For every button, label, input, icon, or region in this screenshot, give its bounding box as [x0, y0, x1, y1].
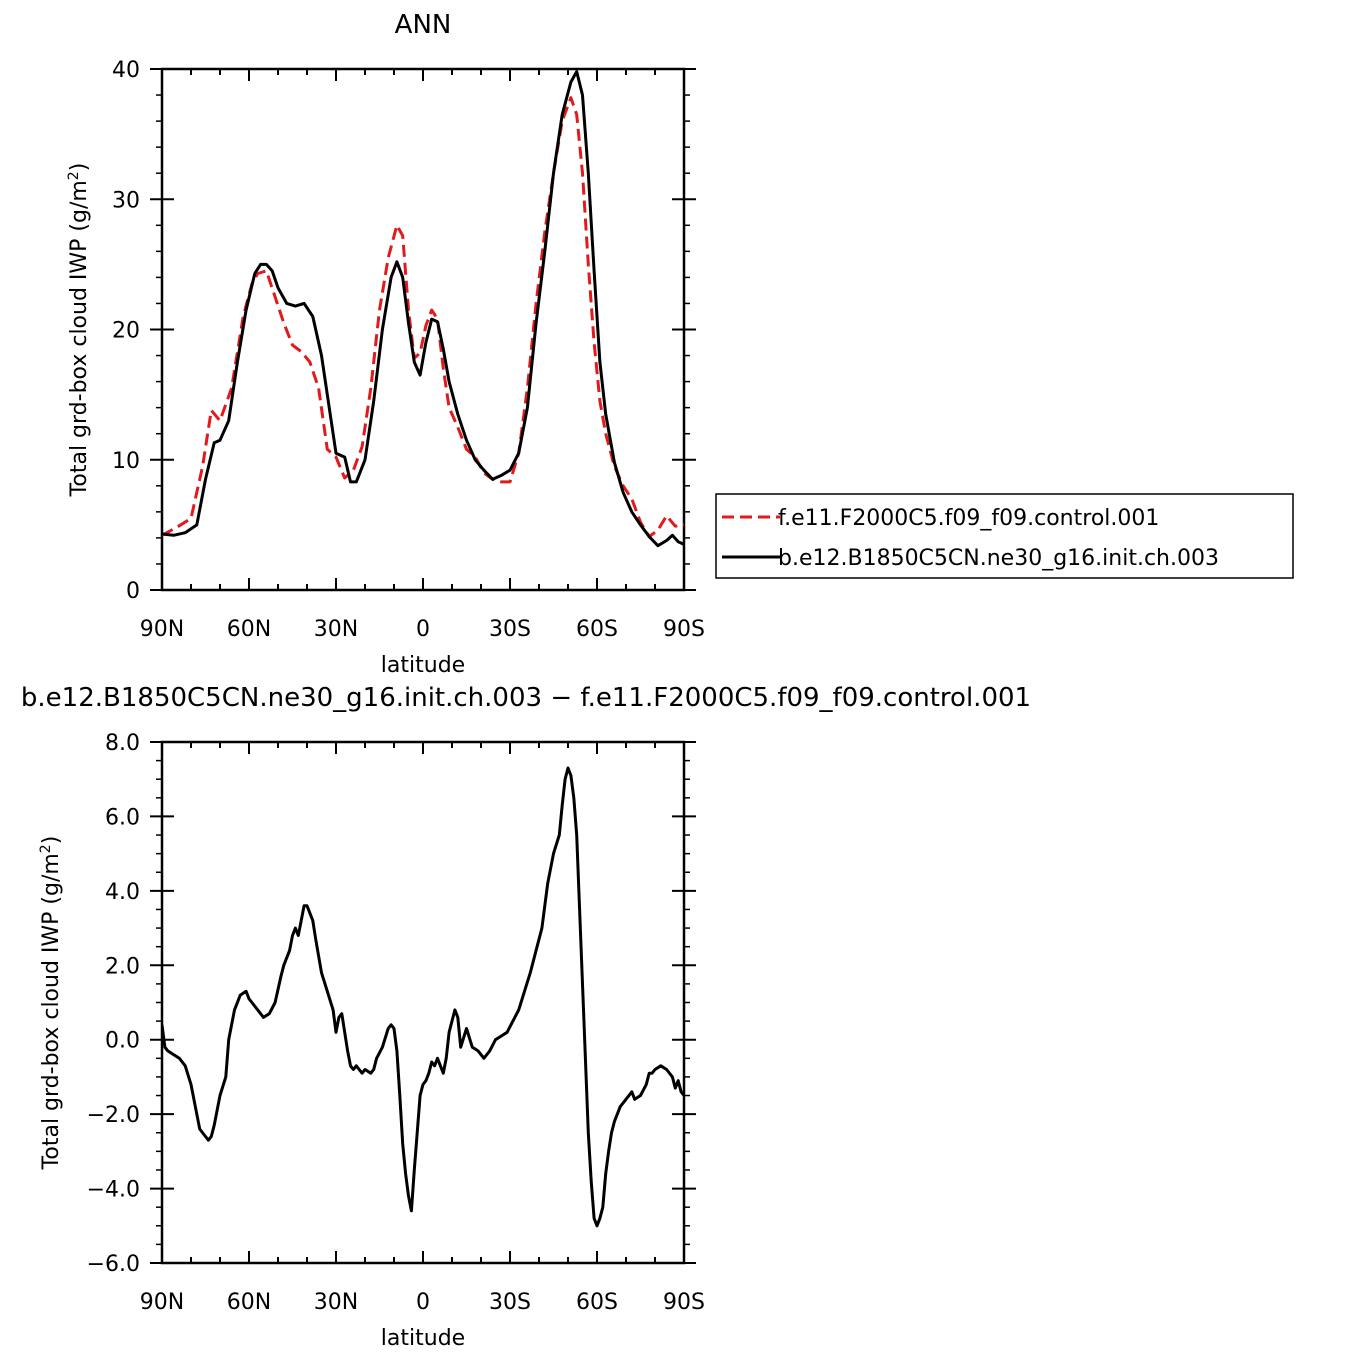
y-tick-label: 0 [126, 579, 140, 604]
legend-label-1: b.e12.B1850C5CN.ne30_g16.init.ch.003 [778, 546, 1219, 571]
legend-box [715, 493, 1294, 579]
x-tick-label: 30N [314, 617, 358, 642]
x-tick-label: 90S [663, 617, 705, 642]
y-axis-label: Total grd-box cloud IWP (g/m2) [66, 163, 92, 498]
y-tick-label: 2.0 [105, 954, 140, 979]
x-tick-label: 60N [227, 617, 271, 642]
y-tick-label: 0.0 [105, 1029, 140, 1054]
y-tick-label: 6.0 [105, 805, 140, 830]
series-line-1 [162, 70, 684, 548]
y-axis-label-main: Total grd-box cloud IWP (g/m [67, 180, 92, 497]
y-tick-label: 40 [112, 58, 140, 83]
x-tick-label: 30N [314, 1290, 358, 1315]
y-axis-label-end: ) [67, 163, 92, 172]
chart-title: b.e12.B1850C5CN.ne30_g16.init.ch.003 − f… [21, 683, 1031, 713]
y-tick-label: 30 [112, 188, 140, 213]
y-tick-label: 4.0 [105, 880, 140, 905]
top-panel: 90N 60N 30N 0 30S 60S 90S 0 10 20 30 40 ANN latitude T… [66, 10, 1294, 678]
x-tick-label: 90S [663, 1290, 705, 1315]
y-tick-label: −4.0 [87, 1178, 140, 1203]
plot-frame [160, 67, 686, 592]
x-tick-label: 0 [416, 1290, 430, 1315]
y-tick-label: 20 [112, 319, 140, 344]
x-tick-label: 60N [227, 1290, 271, 1315]
x-tick-label: 30S [489, 617, 531, 642]
x-axis-label: latitude [381, 653, 465, 678]
x-tick-label: 60S [576, 617, 618, 642]
y-axis-label: Total grd-box cloud IWP (g/m2) [38, 836, 64, 1171]
x-tick-label: 90N [140, 617, 184, 642]
x-tick-label: 90N [140, 1290, 184, 1315]
chart-title: ANN [395, 10, 452, 40]
y-tick-label: −2.0 [87, 1103, 140, 1128]
y-axis-label-superscript: 2 [38, 844, 54, 853]
x-tick-label: 0 [416, 617, 430, 642]
x-tick-label: 60S [576, 1290, 618, 1315]
series-line-0 [162, 96, 684, 539]
x-axis-label: latitude [381, 1326, 465, 1351]
y-tick-label: 10 [112, 449, 140, 474]
x-tick-label: 30S [489, 1290, 531, 1315]
series-line-0 [162, 766, 684, 1228]
y-tick-label: 8.0 [105, 731, 140, 756]
legend-label-0: f.e11.F2000C5.f09_f09.control.001 [778, 506, 1159, 531]
y-axis-label-superscript: 2 [66, 171, 82, 180]
y-axis-label-main: Total grd-box cloud IWP (g/m [39, 853, 64, 1170]
y-tick-label: −6.0 [87, 1252, 140, 1277]
bottom-panel: 90N 60N 30N 0 30S 60S 90S −6.0 −4.0 −2.0 0.0 2.0 4.0… [21, 683, 1031, 1351]
y-axis-label-end: ) [39, 836, 64, 845]
legend: f.e11.F2000C5.f09_f09.control.001 b.e12.B… [715, 493, 1294, 579]
